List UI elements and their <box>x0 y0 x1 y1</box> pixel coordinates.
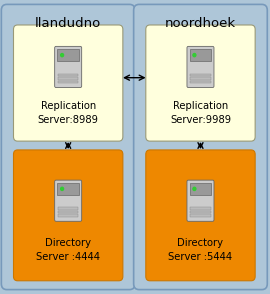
Text: Replication
Server:9989: Replication Server:9989 <box>170 101 231 125</box>
Bar <box>190 81 211 83</box>
Bar <box>190 74 211 76</box>
Bar <box>190 214 211 217</box>
FancyBboxPatch shape <box>1 4 135 290</box>
Bar <box>190 207 211 210</box>
FancyBboxPatch shape <box>134 4 267 290</box>
Circle shape <box>193 54 196 57</box>
Circle shape <box>61 54 63 57</box>
Bar <box>58 81 78 83</box>
Bar <box>58 207 78 210</box>
Bar <box>190 49 211 61</box>
FancyBboxPatch shape <box>55 180 82 221</box>
Circle shape <box>61 187 63 191</box>
Text: noordhoek: noordhoek <box>165 17 236 30</box>
Circle shape <box>193 187 196 191</box>
FancyBboxPatch shape <box>55 46 82 88</box>
Bar <box>190 77 211 80</box>
FancyBboxPatch shape <box>14 25 123 141</box>
Text: Replication
Server:8989: Replication Server:8989 <box>38 101 99 125</box>
FancyBboxPatch shape <box>146 25 255 141</box>
Bar <box>58 214 78 217</box>
Bar <box>58 211 78 213</box>
Bar <box>57 49 79 61</box>
Bar <box>58 74 78 76</box>
Bar <box>58 77 78 80</box>
FancyBboxPatch shape <box>146 150 255 281</box>
FancyBboxPatch shape <box>187 180 214 221</box>
Text: llandudno: llandudno <box>35 17 101 30</box>
FancyBboxPatch shape <box>14 150 123 281</box>
Text: Directory
Server :4444: Directory Server :4444 <box>36 238 100 262</box>
Text: Directory
Server :5444: Directory Server :5444 <box>168 238 232 262</box>
Bar <box>190 183 211 195</box>
Bar <box>190 211 211 213</box>
Bar <box>57 183 79 195</box>
FancyBboxPatch shape <box>187 46 214 88</box>
